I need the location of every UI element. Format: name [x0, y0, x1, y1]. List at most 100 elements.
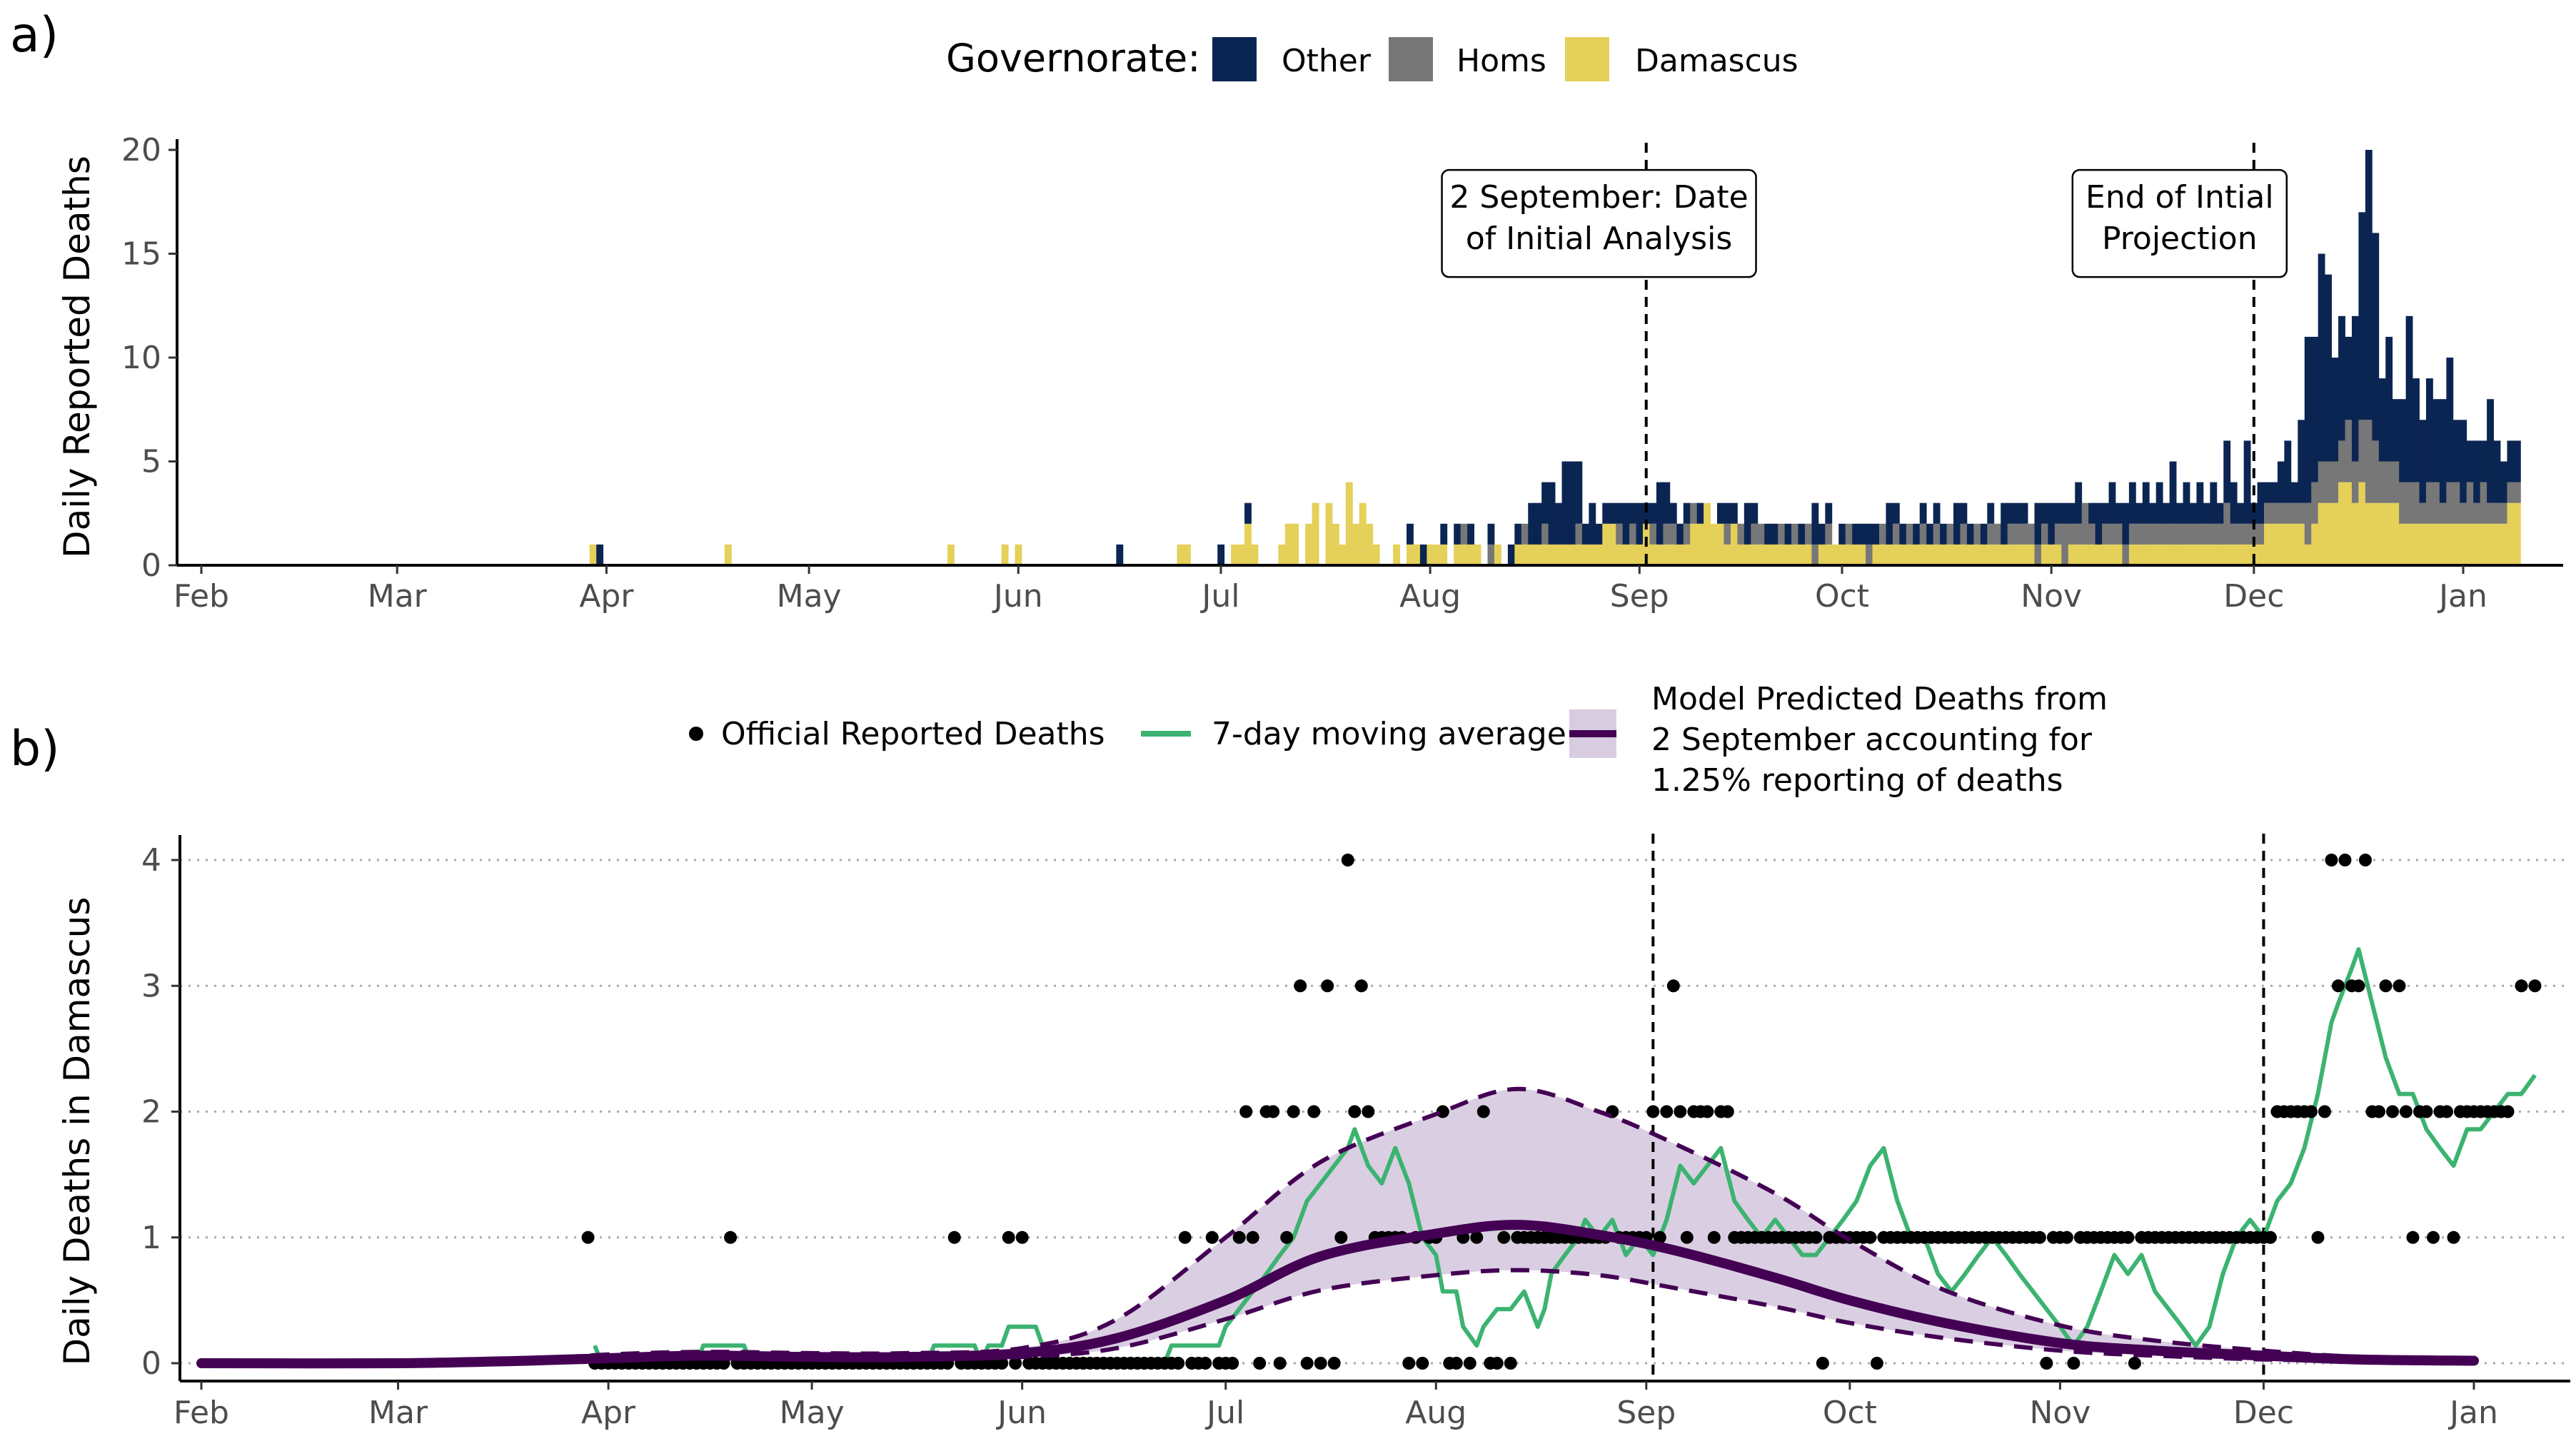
moving-average-line: [593, 947, 2537, 1365]
bar-other: [1534, 502, 1542, 545]
bar-damascus: [2088, 544, 2096, 565]
y-tick-label: 0: [141, 1345, 161, 1382]
bar-damascus: [2095, 544, 2103, 565]
model-mean-line: [196, 1220, 2479, 1369]
bar-homs: [1649, 523, 1657, 545]
bar-homs: [2183, 523, 2190, 545]
bar-damascus: [1393, 544, 1400, 565]
official-point: [2121, 1230, 2135, 1244]
bar-damascus: [1413, 544, 1421, 565]
bar-other: [1663, 482, 1671, 524]
bar-other: [2264, 482, 2271, 503]
bar-damascus: [1892, 544, 1900, 565]
bar-homs: [2419, 502, 2427, 524]
official-point: [1863, 1230, 1877, 1244]
bar-damascus: [1616, 544, 1624, 565]
bar-damascus: [1656, 544, 1664, 565]
bar-damascus: [2419, 523, 2427, 565]
bar-other: [1514, 523, 1522, 545]
bar-homs: [2365, 420, 2373, 503]
bar-damascus: [1831, 544, 1839, 565]
x-tick-label: Jul: [1204, 1395, 1244, 1431]
bar-homs: [2088, 523, 2096, 545]
bar-damascus: [1649, 544, 1657, 565]
bar-homs: [2264, 502, 2271, 524]
bar-damascus: [1946, 544, 1954, 565]
official-point: [581, 1230, 595, 1244]
official-point: [2393, 979, 2406, 993]
official-point: [2515, 979, 2528, 993]
bar-other: [2413, 378, 2420, 482]
bar-other: [2142, 482, 2150, 524]
official-point: [1674, 1105, 1687, 1118]
official-point: [1341, 854, 1354, 866]
bar-damascus: [2149, 544, 2157, 565]
y-tick-label: 2: [141, 1094, 161, 1131]
y-tick-label: 1: [141, 1220, 161, 1256]
bar-damascus: [2338, 482, 2345, 565]
bar-other: [2385, 336, 2393, 462]
bar-damascus: [2210, 544, 2218, 565]
panel-a-label: a): [10, 7, 59, 64]
y-tick-label: 4: [141, 842, 161, 879]
x-tick-label: Nov: [2029, 1395, 2091, 1431]
annotation-text: Projection: [2102, 221, 2258, 257]
bar-other: [2243, 440, 2251, 524]
bar-homs: [1460, 523, 1468, 545]
bar-homs: [2257, 523, 2265, 545]
bar-damascus: [2068, 544, 2076, 565]
x-tick-label: Jul: [1199, 578, 1239, 615]
y-tick-label: 5: [141, 444, 161, 480]
bar-homs: [2439, 502, 2447, 524]
x-tick-label: May: [780, 1395, 845, 1431]
bar-damascus: [2223, 544, 2231, 565]
bar-homs: [1791, 523, 1798, 545]
bar-other: [2284, 440, 2292, 503]
annotation-text: End of Intial: [2086, 179, 2274, 216]
bar-homs: [1629, 523, 1636, 545]
official-point: [1721, 1105, 1734, 1118]
bar-other: [2290, 482, 2298, 503]
official-point: [2264, 1230, 2277, 1244]
bar-damascus: [1581, 544, 1589, 565]
y-tick-label: 20: [121, 132, 161, 168]
annotation-box: [1441, 168, 1757, 278]
bar-damascus: [2372, 502, 2380, 565]
bar-homs: [2054, 523, 2062, 545]
annotation-text: 2 September: Date: [1449, 179, 1748, 216]
panel-b-reference-lines: [1651, 834, 2265, 1381]
panel-b-model-lines: [196, 1086, 2479, 1369]
bar-other: [1825, 502, 1833, 524]
bar-other: [1717, 502, 1724, 524]
bar-homs: [1804, 523, 1812, 545]
bar-damascus: [1514, 544, 1522, 565]
bar-homs: [1811, 544, 1819, 565]
bar-damascus: [2048, 544, 2056, 565]
bar-homs: [2513, 482, 2521, 503]
bar-other: [2500, 461, 2507, 503]
official-point: [1334, 1230, 1348, 1244]
bar-damascus: [2513, 502, 2521, 565]
bar-damascus: [1534, 544, 1542, 565]
bar-homs: [2223, 502, 2231, 545]
bar-damascus: [2237, 544, 2245, 565]
bar-other: [1116, 544, 1124, 565]
x-tick-label: Jan: [2437, 578, 2487, 615]
official-point: [1470, 1230, 1484, 1244]
official-point: [1246, 1230, 1259, 1244]
x-tick-label: Jan: [2447, 1395, 2498, 1431]
official-point: [2318, 1105, 2331, 1118]
x-tick-label: Sep: [1610, 578, 1669, 615]
official-point: [2311, 1230, 2325, 1244]
bar-damascus: [2007, 544, 2015, 565]
bar-damascus: [2439, 523, 2447, 565]
bar-damascus: [1724, 544, 1731, 565]
bar-damascus: [1359, 502, 1367, 565]
official-point: [1226, 1357, 1239, 1370]
bar-other: [1960, 502, 1968, 524]
bar-damascus: [1352, 523, 1360, 565]
bar-other: [2149, 502, 2157, 524]
bar-other: [2237, 502, 2245, 524]
bar-homs: [1616, 523, 1624, 545]
bar-damascus: [1940, 544, 1947, 565]
